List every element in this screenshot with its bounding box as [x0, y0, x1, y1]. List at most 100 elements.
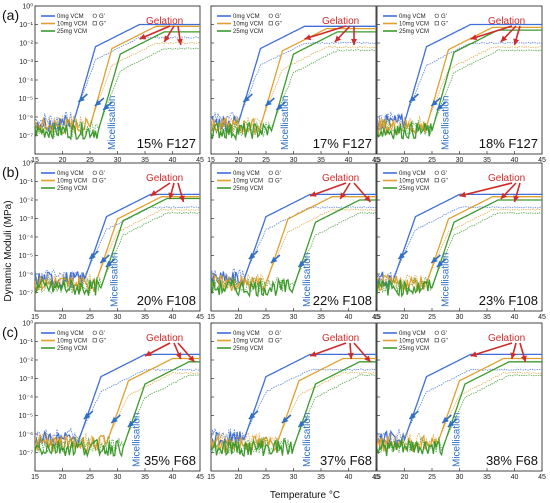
x-tick-label: 20 — [59, 314, 67, 321]
gelation-arrow-head — [176, 38, 183, 45]
legend-marker — [434, 330, 439, 335]
legend-modulus: G" — [275, 22, 282, 28]
gelation-arrow-head — [150, 190, 158, 196]
series-g-double-prime-line — [211, 49, 376, 138]
y-tick-label: 10⁻³ — [19, 59, 33, 66]
x-tick-label: 40 — [345, 314, 353, 321]
y-tick-label: 10⁻¹ — [19, 22, 33, 29]
y-tick-label: 10⁻² — [19, 198, 33, 205]
series-g-double-prime-line — [377, 371, 542, 450]
gelation-arrow-shaft — [459, 182, 513, 197]
x-tick-label: 40 — [169, 474, 177, 481]
gelation-arrow-head — [310, 351, 317, 357]
micellisation-label: Micellisation — [441, 96, 452, 150]
gelation-arrow-head — [470, 34, 478, 41]
panel-label: 17% F127 — [313, 136, 372, 151]
y-tick-label: 10⁻⁷ — [19, 133, 33, 140]
micellisation-label: Micellisation — [132, 413, 143, 467]
y-tick-label: 10⁰ — [22, 160, 33, 168]
x-tick-label: 30 — [114, 474, 122, 481]
y-tick-label: 10⁻² — [19, 358, 33, 365]
legend-marker — [434, 21, 439, 26]
x-tick-label: 15 — [207, 474, 215, 481]
series-g-prime-line — [377, 361, 542, 457]
legend-modulus: G' — [441, 331, 447, 337]
gelation-arrow-head — [340, 192, 346, 199]
x-tick-label: 30 — [290, 157, 298, 164]
y-tick-label: 10⁰ — [22, 320, 33, 328]
legend-modulus: G" — [275, 179, 282, 185]
legend-entry: 0mg VCM — [233, 14, 260, 20]
legend-marker — [268, 178, 273, 183]
x-tick-label: 15 — [207, 314, 215, 321]
x-axis-label: Temperature °C — [270, 490, 340, 501]
gelation-arrow-head — [510, 352, 517, 359]
micellisation-arrow-head — [248, 412, 256, 419]
micellisation-arrow-head — [243, 95, 250, 102]
micellisation-arrow-head — [431, 256, 438, 263]
micellisation-arrow-head — [100, 256, 107, 263]
gelation-label: Gelation — [322, 173, 359, 184]
gelation-arrow-head — [310, 191, 317, 197]
micellisation-arrow-head — [409, 95, 416, 102]
micellisation-label: Micellisation — [452, 413, 463, 467]
y-tick-label: 10⁻⁷ — [19, 450, 33, 457]
x-tick-label: 45 — [196, 474, 204, 481]
gelation-arrow-shaft — [470, 25, 513, 40]
micellisation-arrow-head — [89, 252, 96, 259]
micellisation-arrow-head — [436, 260, 444, 267]
legend-entry: 0mg VCM — [57, 331, 84, 337]
series-g-double-prime-line — [35, 47, 200, 138]
y-tick-label: 10⁻⁵ — [19, 413, 33, 420]
x-tick-label: 45 — [196, 314, 204, 321]
series-g-prime-line — [377, 357, 542, 452]
x-tick-label: 40 — [511, 474, 519, 481]
gelation-arrow-shaft — [304, 25, 347, 40]
legend-entry: 10mg VCM — [399, 339, 429, 345]
x-tick-label: 35 — [141, 474, 149, 481]
gelation-arrow-head — [334, 35, 342, 42]
legend-entry: 25mg VCM — [233, 186, 263, 192]
legend-entry: 25mg VCM — [399, 346, 429, 352]
x-tick-label: 25 — [428, 314, 436, 321]
x-tick-label: 35 — [483, 474, 491, 481]
series-g-double-prime-line — [35, 206, 200, 287]
x-tick-label: 45 — [538, 157, 546, 164]
row-label: (b) — [2, 164, 19, 180]
gelation-label: Gelation — [146, 333, 183, 344]
gelation-label: Gelation — [322, 16, 359, 27]
series-g-double-prime-line — [211, 45, 376, 133]
series-g-prime-line — [35, 31, 200, 141]
series-g-double-prime-line — [377, 368, 542, 445]
legend-modulus: G' — [99, 171, 105, 177]
gelation-arrow-head — [175, 352, 182, 359]
y-tick-label: 10⁻⁷ — [19, 290, 33, 297]
x-tick-label: 40 — [169, 157, 177, 164]
series-g-prime-line — [377, 193, 542, 289]
x-tick-label: 15 — [31, 314, 39, 321]
gelation-arrow-head — [520, 355, 527, 362]
legend-marker — [268, 170, 273, 175]
legend-marker — [434, 178, 439, 183]
gelation-arrow-head — [188, 355, 195, 362]
curves — [211, 193, 376, 299]
micellisation-arrow-head — [105, 260, 113, 267]
series-g-prime-line — [35, 25, 200, 137]
legend-entry: 25mg VCM — [57, 186, 87, 192]
legend-modulus: G" — [441, 179, 448, 185]
gelation-label: Gelation — [146, 173, 183, 184]
x-tick-label: 30 — [290, 474, 298, 481]
x-tick-label: 15 — [373, 314, 381, 321]
y-axis-label: Dynamic Moduli (MPa) — [3, 200, 14, 301]
x-tick-label: 40 — [345, 474, 353, 481]
row-label: (a) — [2, 7, 19, 23]
series-g-double-prime-line — [211, 211, 376, 295]
legend-marker — [434, 13, 439, 18]
gelation-arrow-head — [351, 39, 357, 45]
legend-modulus: G' — [275, 171, 281, 177]
